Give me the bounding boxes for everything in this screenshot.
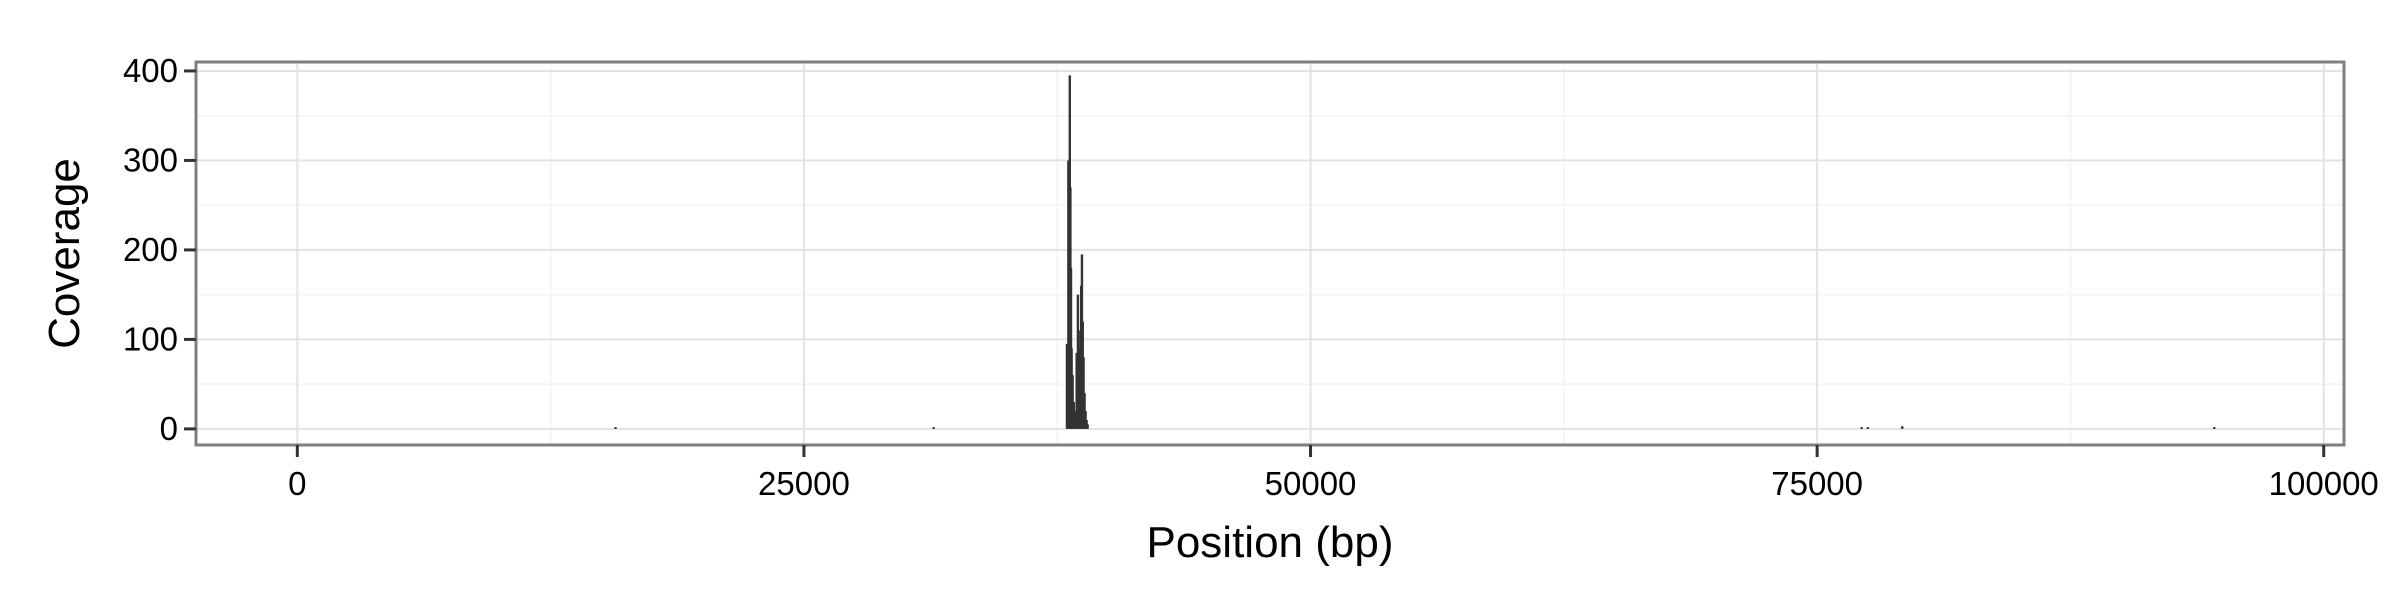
axis-layer: 0 100 200 300 400 0 25000 50000 75000 100000 — [123, 52, 2379, 502]
coverage-bar — [614, 427, 617, 429]
coverage-bar — [1065, 343, 1069, 429]
y-tick-label: 0 — [160, 410, 178, 447]
coverage-bar — [1901, 426, 1904, 429]
bar-layer — [614, 75, 2216, 429]
y-tick-label: 100 — [123, 320, 178, 357]
coverage-bar — [1084, 410, 1087, 429]
coverage-bar — [2213, 427, 2216, 429]
coverage-bar — [932, 427, 935, 429]
x-tick-label: 25000 — [758, 465, 850, 502]
x-tick-label: 75000 — [1771, 465, 1863, 502]
x-axis-title: Position (bp) — [1146, 518, 1393, 567]
panel-border — [194, 60, 2346, 447]
coverage-bar — [1072, 402, 1076, 429]
y-tick-label: 300 — [123, 141, 178, 178]
coverage-bar — [1075, 352, 1078, 429]
coverage-bar — [1067, 160, 1070, 429]
coverage-bar — [1860, 427, 1863, 429]
y-tick-label: 400 — [123, 52, 178, 89]
y-axis-title: Coverage — [40, 158, 89, 349]
coverage-bar — [1071, 375, 1074, 429]
y-tick-label: 200 — [123, 231, 178, 268]
grid-layer — [196, 62, 2344, 445]
coverage-bar — [1866, 427, 1869, 429]
x-tick-label: 50000 — [1265, 465, 1357, 502]
coverage-bar — [1074, 410, 1077, 429]
coverage-bar — [1086, 424, 1089, 429]
x-tick-label: 100000 — [2269, 465, 2379, 502]
x-tick-label: 0 — [288, 465, 306, 502]
